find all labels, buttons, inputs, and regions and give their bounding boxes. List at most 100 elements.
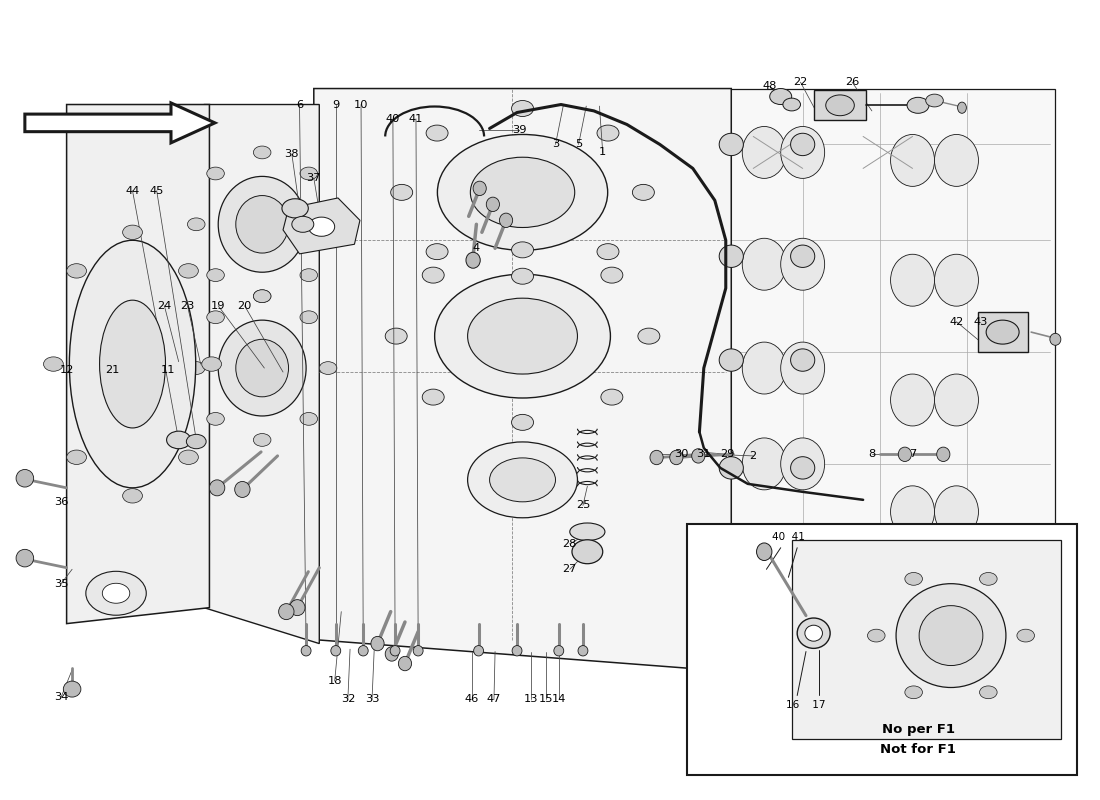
Text: 29: 29	[719, 450, 734, 459]
Circle shape	[601, 389, 623, 405]
Text: 12: 12	[59, 365, 74, 374]
Text: 3: 3	[552, 139, 559, 150]
Text: passion for parts: passion for parts	[283, 329, 641, 503]
Text: 27: 27	[562, 564, 578, 574]
Ellipse shape	[781, 542, 825, 594]
Circle shape	[207, 311, 224, 324]
Ellipse shape	[209, 480, 224, 496]
Ellipse shape	[805, 626, 823, 641]
Circle shape	[207, 269, 224, 282]
Ellipse shape	[102, 583, 130, 603]
Text: 26: 26	[845, 77, 859, 87]
Circle shape	[980, 686, 997, 698]
Ellipse shape	[278, 604, 294, 620]
Text: 5: 5	[575, 139, 582, 150]
Text: 1: 1	[600, 147, 606, 158]
Circle shape	[597, 244, 619, 260]
Ellipse shape	[1049, 334, 1060, 346]
Ellipse shape	[891, 590, 935, 642]
Text: 35: 35	[54, 578, 68, 589]
Text: 8: 8	[868, 450, 876, 459]
Circle shape	[282, 198, 308, 218]
Text: 15: 15	[538, 694, 553, 705]
Polygon shape	[283, 198, 360, 254]
Text: 20: 20	[238, 301, 252, 310]
Circle shape	[601, 267, 623, 283]
Ellipse shape	[473, 181, 486, 195]
Ellipse shape	[719, 134, 744, 156]
Ellipse shape	[650, 450, 663, 465]
Ellipse shape	[64, 681, 81, 697]
Circle shape	[122, 225, 142, 239]
Circle shape	[187, 218, 205, 230]
Ellipse shape	[289, 600, 305, 616]
Ellipse shape	[486, 197, 499, 211]
Ellipse shape	[798, 618, 830, 648]
Polygon shape	[67, 105, 209, 624]
Text: 31: 31	[696, 450, 711, 459]
Ellipse shape	[166, 431, 190, 449]
Ellipse shape	[719, 245, 744, 267]
Text: 44: 44	[125, 186, 140, 196]
Ellipse shape	[234, 482, 250, 498]
Circle shape	[178, 264, 198, 278]
Circle shape	[926, 94, 944, 107]
Circle shape	[300, 269, 318, 282]
Ellipse shape	[570, 523, 605, 541]
Circle shape	[253, 146, 271, 159]
Ellipse shape	[791, 245, 815, 267]
Circle shape	[422, 267, 444, 283]
Circle shape	[512, 101, 534, 117]
Ellipse shape	[791, 349, 815, 371]
Text: 45: 45	[150, 186, 164, 196]
Text: 2: 2	[750, 451, 757, 461]
Ellipse shape	[468, 442, 578, 518]
Circle shape	[187, 362, 205, 374]
Text: 6: 6	[296, 99, 304, 110]
Text: 4: 4	[473, 243, 480, 254]
Ellipse shape	[468, 298, 578, 374]
Ellipse shape	[757, 543, 772, 561]
Ellipse shape	[385, 646, 398, 661]
Circle shape	[770, 89, 792, 105]
Circle shape	[908, 98, 930, 114]
Ellipse shape	[719, 457, 744, 479]
Text: 16    17: 16 17	[786, 700, 826, 710]
Ellipse shape	[301, 646, 311, 656]
Ellipse shape	[414, 646, 424, 656]
Text: 9: 9	[332, 99, 340, 110]
Ellipse shape	[742, 238, 786, 290]
Ellipse shape	[719, 349, 744, 371]
Ellipse shape	[781, 126, 825, 178]
Circle shape	[632, 184, 654, 200]
Circle shape	[980, 573, 997, 586]
Ellipse shape	[513, 646, 522, 656]
Ellipse shape	[891, 486, 935, 538]
Ellipse shape	[791, 134, 815, 156]
Circle shape	[319, 362, 337, 374]
Text: 10: 10	[354, 99, 368, 110]
Text: 11: 11	[161, 365, 175, 374]
Ellipse shape	[935, 254, 979, 306]
Circle shape	[1016, 630, 1034, 642]
Text: 36: 36	[54, 498, 68, 507]
Circle shape	[253, 290, 271, 302]
Ellipse shape	[218, 176, 306, 272]
Ellipse shape	[438, 134, 607, 250]
Text: 19: 19	[211, 301, 226, 310]
Text: 7: 7	[909, 450, 916, 459]
Text: 42: 42	[949, 317, 964, 326]
Ellipse shape	[935, 134, 979, 186]
Circle shape	[319, 218, 337, 230]
Bar	[688, 524, 1077, 775]
Bar	[979, 312, 1027, 352]
Text: 43: 43	[974, 317, 988, 326]
Text: 21: 21	[106, 365, 120, 374]
Text: 32: 32	[341, 694, 355, 705]
Circle shape	[905, 573, 923, 586]
Circle shape	[67, 264, 87, 278]
Circle shape	[178, 450, 198, 465]
Ellipse shape	[791, 457, 815, 479]
Ellipse shape	[899, 447, 912, 462]
Polygon shape	[314, 89, 732, 671]
